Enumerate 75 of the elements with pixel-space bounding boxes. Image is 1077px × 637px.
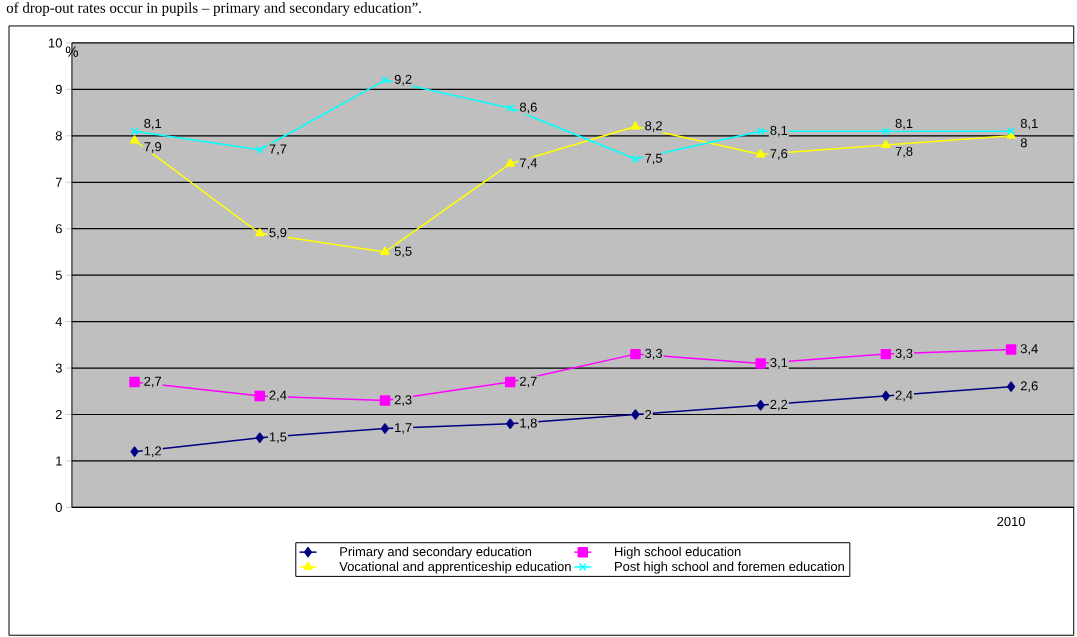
data-label: 5,5	[394, 246, 412, 258]
point	[129, 135, 140, 144]
point	[756, 399, 765, 411]
legend-label: High school education	[615, 546, 741, 559]
y-tick-label: 0	[55, 502, 62, 512]
point	[379, 395, 391, 406]
y-tick-label: 1	[56, 456, 62, 466]
point	[504, 376, 516, 388]
data-label: 7,8	[895, 146, 913, 158]
point	[505, 158, 515, 167]
point	[630, 348, 641, 360]
point	[255, 145, 264, 154]
point	[881, 390, 890, 402]
data-label: 1,7	[395, 423, 412, 434]
data-label: 9,2	[394, 74, 412, 86]
data-label: 8,2	[645, 121, 662, 132]
point	[755, 358, 766, 369]
legend-label: Post high school and foremen education	[615, 561, 844, 574]
point	[254, 390, 265, 402]
point	[755, 149, 766, 158]
y-tick-label: 6	[55, 224, 62, 234]
point	[255, 228, 265, 237]
text: of drop-out rates occur in pupils – primary and secondary education”.	[6, 2, 421, 16]
data-label: 3,3	[645, 348, 663, 360]
point	[1006, 381, 1016, 392]
point	[881, 139, 891, 149]
data-label: 1,5	[269, 432, 287, 443]
data-label: 3,3	[895, 348, 913, 360]
data-label: 3,4	[1020, 344, 1038, 355]
data-label: 8,1	[1020, 118, 1038, 130]
data-label: 5,9	[269, 227, 287, 239]
data-label: 2,3	[394, 395, 412, 406]
legend-label: Vocational and apprenticeship education	[339, 561, 571, 574]
data-label: 7,4	[520, 158, 537, 169]
y-tick-label: 8	[55, 131, 62, 141]
data-label: 2	[645, 409, 652, 419]
point	[380, 246, 390, 255]
data-label: 2,7	[520, 376, 537, 388]
data-label: 2,4	[269, 390, 287, 402]
point	[129, 376, 140, 388]
point	[1005, 344, 1017, 355]
data-label: 7,7	[269, 144, 287, 155]
y-tick-label: 5	[55, 270, 62, 280]
legend-label: Primary and secondary education	[340, 546, 532, 559]
point	[255, 432, 264, 443]
data-label: 8,1	[770, 125, 788, 137]
point	[630, 121, 641, 130]
y-tick-label: 10	[49, 38, 62, 48]
point	[881, 127, 890, 136]
data-label: 8,1	[895, 118, 913, 130]
point	[880, 348, 892, 360]
y-tick-label: 2	[55, 409, 62, 419]
point	[130, 446, 139, 457]
y-tick-label: 3	[55, 363, 62, 373]
data-label: 2,7	[144, 376, 162, 388]
point	[506, 418, 515, 429]
data-label: 1,2	[144, 446, 162, 457]
data-label: 8,6	[519, 102, 537, 114]
y-tick-label: 9	[55, 84, 62, 94]
data-label: 3,1	[770, 357, 788, 369]
data-label: 8	[1020, 138, 1027, 148]
data-label: 2,2	[770, 399, 788, 411]
y-axis-title: %	[65, 46, 79, 57]
y-tick-label: 7	[55, 177, 62, 187]
y-tick-label: 4	[55, 317, 63, 326]
data-label: 2,6	[1020, 381, 1038, 392]
data-label: 2,4	[895, 390, 913, 402]
data-label: 8,1	[144, 118, 162, 130]
data-label: 7,6	[770, 148, 788, 160]
point	[380, 423, 390, 434]
data-label: 1,8	[520, 418, 537, 430]
data-label: 7,5	[645, 153, 663, 165]
data-label: 7,9	[144, 142, 162, 153]
point	[631, 409, 640, 420]
x-tick-label: 2010	[997, 516, 1025, 526]
